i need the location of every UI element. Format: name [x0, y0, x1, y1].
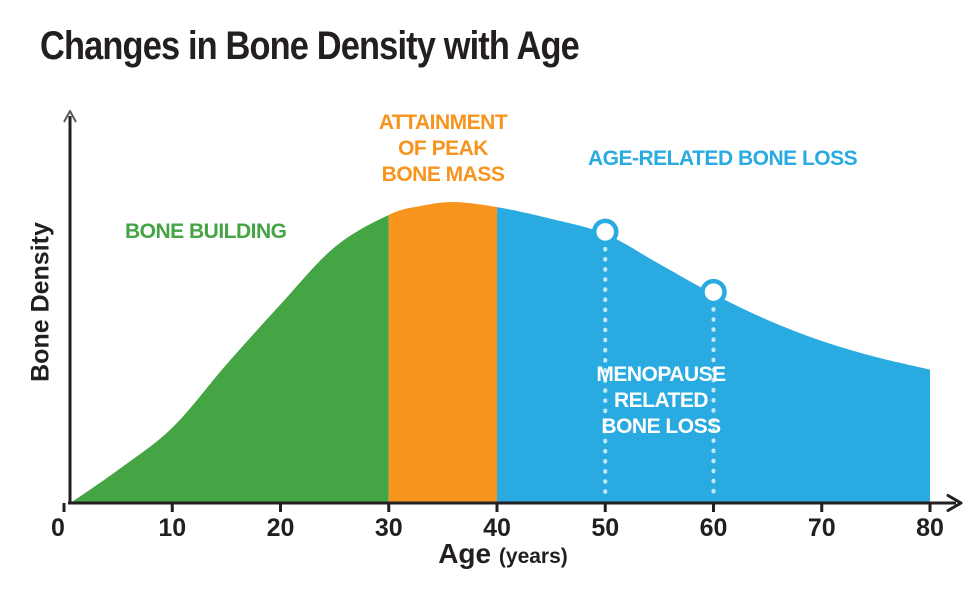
marker-point-age-50 [592, 218, 619, 246]
label-age-related-text: AGE-RELATED BONE LOSS [588, 147, 858, 170]
x-axis-label-main: Age [438, 538, 492, 569]
x-tick-label-40: 40 [483, 514, 511, 542]
label-bone-building: BONE BUILDING [125, 219, 287, 245]
label-peak-line3: BONE MASS [381, 163, 505, 186]
label-menopause-loss: MENOPAUSE RELATED BONE LOSS [596, 362, 726, 440]
x-axis-arrow [946, 494, 963, 512]
x-axis-label-unit: (years) [498, 545, 568, 568]
y-axis-label: Bone Density [26, 222, 55, 382]
x-tick-label-70: 70 [808, 514, 836, 542]
label-age-related-loss: AGE-RELATED BONE LOSS [588, 146, 858, 172]
label-bone-building-text: BONE BUILDING [125, 220, 287, 243]
y-axis-arrow [63, 110, 77, 123]
x-tick-label-50: 50 [591, 514, 619, 542]
page-title: Changes in Bone Density with Age [40, 24, 580, 68]
label-peak-line1: ATTAINMENT [378, 111, 508, 134]
label-menopause-line3: BONE LOSS [601, 415, 721, 438]
area-bone-building [70, 214, 389, 503]
x-axis-label: Age (years) [438, 538, 568, 570]
x-tick-label-60: 60 [700, 514, 728, 542]
marker-point-age-60 [700, 278, 727, 306]
x-tick-label-0: 0 [51, 514, 65, 542]
x-tick-label-30: 30 [375, 514, 403, 542]
label-menopause-line2: RELATED [613, 389, 709, 412]
x-tick-label-20: 20 [267, 514, 295, 542]
label-peak-bone-mass: ATTAINMENT OF PEAK BONE MASS [378, 110, 508, 188]
x-tick-label-80: 80 [916, 514, 944, 542]
label-menopause-line1: MENOPAUSE [596, 363, 726, 386]
label-peak-line2: OF PEAK [398, 137, 488, 160]
x-tick-label-10: 10 [158, 514, 186, 542]
area-peak-bone-mass [388, 201, 497, 503]
